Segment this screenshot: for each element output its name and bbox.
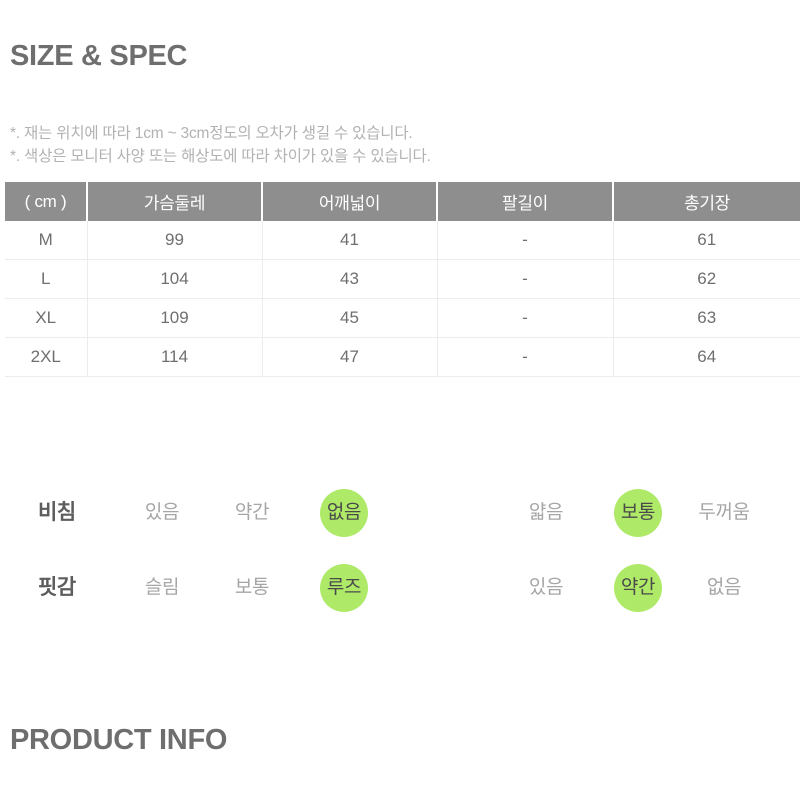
spec-option-thickness-2[interactable]: 보통: [614, 489, 662, 537]
spec-option-elasticity-3[interactable]: 없음: [706, 577, 742, 598]
cell-sleeve: -: [437, 337, 614, 377]
cell-chest: 104: [87, 259, 263, 299]
size-spec-table: ( cm ) 가슴둘레 어깨넓이 팔길이 총기장 M 99 41 - 61 L …: [5, 182, 800, 377]
cell-shoulder: 41: [262, 221, 438, 260]
table-row: XL 109 45 - 63: [5, 298, 800, 338]
spec-option-sheerness-1[interactable]: 있음: [144, 502, 180, 523]
column-header-unit: ( cm ): [5, 182, 88, 221]
spec-row-1: 비침 있음 약간 없음 두께 얇음 보통 두꺼움: [0, 478, 800, 548]
table-row: M 99 41 - 61: [5, 221, 800, 260]
spec-group-fit: 핏감 슬림 보통 루즈: [0, 553, 400, 623]
spec-options-sheerness: 있음 약간 없음: [120, 478, 400, 548]
cell-chest: 114: [87, 337, 263, 377]
spec-option-fit-1[interactable]: 슬림: [144, 577, 180, 598]
table-header-row: ( cm ) 가슴둘레 어깨넓이 팔길이 총기장: [5, 182, 800, 221]
cell-length: 64: [613, 337, 800, 377]
cell-size: 2XL: [5, 337, 88, 377]
spec-group-sheerness: 비침 있음 약간 없음: [0, 478, 400, 548]
cell-length: 63: [613, 298, 800, 338]
spec-options-thickness: 얇음 보통 두꺼움: [500, 478, 800, 548]
page-title-product-info: PRODUCT INFO: [10, 724, 228, 756]
column-header-shoulder: 어깨넓이: [262, 182, 438, 221]
cell-chest: 99: [87, 221, 263, 260]
cell-size: L: [5, 259, 88, 299]
spec-option-sheerness-3[interactable]: 없음: [320, 489, 368, 537]
spec-option-thickness-3[interactable]: 두꺼움: [698, 502, 750, 523]
spec-options-fit: 슬림 보통 루즈: [120, 553, 400, 623]
spec-row-2: 핏감 슬림 보통 루즈 신축성 있음 약간 없음: [0, 553, 800, 623]
spec-option-sheerness-2[interactable]: 약간: [234, 502, 270, 523]
column-header-sleeve: 팔길이: [437, 182, 614, 221]
spec-option-elasticity-2[interactable]: 약간: [614, 564, 662, 612]
spec-option-fit-2[interactable]: 보통: [234, 577, 270, 598]
spec-option-elasticity-1[interactable]: 있음: [528, 577, 564, 598]
table-row: 2XL 114 47 - 64: [5, 337, 800, 377]
table-row: L 104 43 - 62: [5, 259, 800, 299]
measurement-notice: *. 재는 위치에 따라 1cm ~ 3cm정도의 오차가 생길 수 있습니다.…: [10, 122, 710, 168]
notice-line-measurement-tolerance: *. 재는 위치에 따라 1cm ~ 3cm정도의 오차가 생길 수 있습니다.: [10, 125, 413, 142]
notice-line-color-difference: *. 색상은 모니터 사양 또는 해상도에 따라 차이가 있을 수 있습니다.: [10, 148, 431, 165]
spec-group-elasticity: 신축성 있음 약간 없음: [400, 553, 800, 623]
cell-size: M: [5, 221, 88, 260]
cell-chest: 109: [87, 298, 263, 338]
column-header-chest: 가슴둘레: [87, 182, 263, 221]
cell-shoulder: 45: [262, 298, 438, 338]
cell-length: 62: [613, 259, 800, 299]
column-header-length: 총기장: [613, 182, 800, 221]
spec-option-thickness-1[interactable]: 얇음: [528, 502, 564, 523]
page-title-size-spec: SIZE & SPEC: [10, 40, 188, 72]
spec-label-fit: 핏감: [38, 576, 76, 599]
cell-size: XL: [5, 298, 88, 338]
cell-sleeve: -: [437, 221, 614, 260]
cell-length: 61: [613, 221, 800, 260]
spec-options-elasticity: 있음 약간 없음: [500, 553, 800, 623]
cell-sleeve: -: [437, 298, 614, 338]
fabric-attributes: 비침 있음 약간 없음 두께 얇음 보통 두꺼움 핏감 슬림 보통 루즈: [0, 478, 800, 628]
cell-sleeve: -: [437, 259, 614, 299]
spec-label-sheerness: 비침: [38, 501, 76, 524]
spec-option-fit-3[interactable]: 루즈: [320, 564, 368, 612]
cell-shoulder: 43: [262, 259, 438, 299]
cell-shoulder: 47: [262, 337, 438, 377]
spec-group-thickness: 두께 얇음 보통 두꺼움: [400, 478, 800, 548]
